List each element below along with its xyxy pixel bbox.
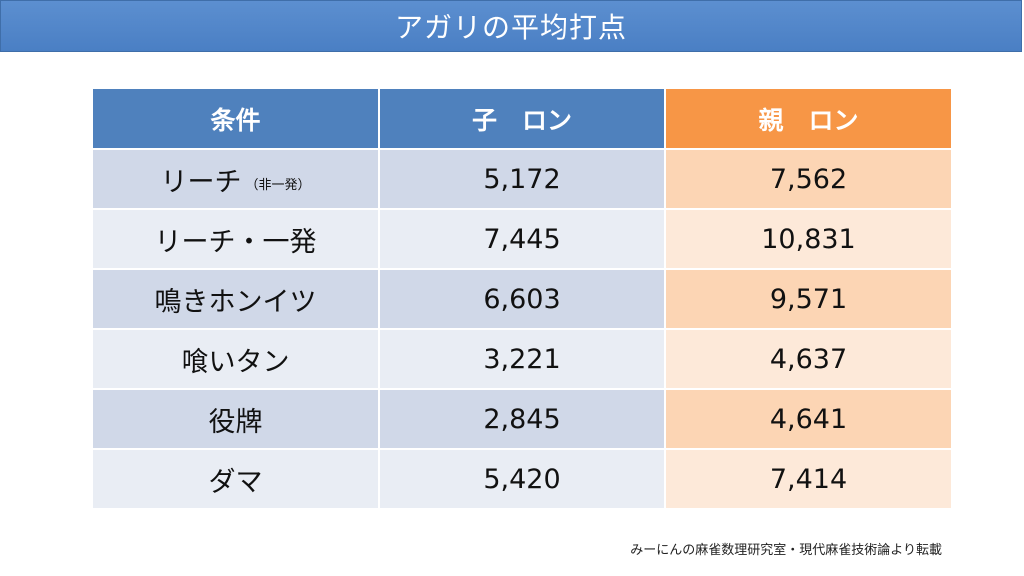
condition-label: 鳴きホンイツ: [154, 286, 317, 318]
table-row: リーチ （非一発） 5,172 7,562: [93, 148, 951, 209]
condition-label: 喰いタン: [181, 346, 290, 378]
condition-label: 役牌: [208, 406, 263, 438]
dealer-ron-cell: 7,414: [665, 448, 951, 508]
condition-cell: 喰いタン: [93, 328, 380, 389]
child-ron-cell: 5,420: [379, 448, 666, 508]
header-child-ron: 子 ロン: [379, 89, 666, 149]
dealer-ron-cell: 4,641: [665, 388, 951, 449]
header-condition: 条件: [93, 89, 380, 149]
dealer-ron-cell: 7,562: [665, 148, 951, 209]
slide-title: アガリの平均打点: [394, 11, 627, 44]
title-bar: アガリの平均打点: [0, 0, 1022, 52]
table-row: 鳴きホンイツ 6,603 9,571: [93, 268, 951, 329]
dealer-ron-cell: 10,831: [665, 208, 951, 269]
table-row: ダマ 5,420 7,414: [93, 448, 951, 508]
dealer-ron-cell: 4,637: [665, 328, 951, 389]
condition-label: ダマ: [208, 466, 263, 498]
table-row: 喰いタン 3,221 4,637: [93, 328, 951, 389]
header-dealer-ron: 親 ロン: [665, 89, 951, 149]
child-ron-cell: 7,445: [379, 208, 666, 269]
condition-cell: ダマ: [93, 448, 380, 508]
score-table: 条件 子 ロン 親 ロン リーチ （非一発） 5,172 7,562 リーチ・一発…: [93, 89, 951, 508]
condition-cell: リーチ・一発: [93, 208, 380, 269]
child-ron-cell: 5,172: [379, 148, 666, 209]
condition-cell: 鳴きホンイツ: [93, 268, 380, 329]
table-header-row: 条件 子 ロン 親 ロン: [93, 89, 951, 149]
table-row: リーチ・一発 7,445 10,831: [93, 208, 951, 269]
child-ron-cell: 2,845: [379, 388, 666, 449]
child-ron-cell: 3,221: [379, 328, 666, 389]
dealer-ron-cell: 9,571: [665, 268, 951, 329]
condition-label: リーチ・一発: [154, 226, 317, 258]
condition-cell: 役牌: [93, 388, 380, 449]
source-note: みーにんの麻雀数理研究室・現代麻雀技術論より転載: [630, 543, 942, 558]
condition-label: リーチ: [160, 166, 242, 198]
condition-note: （非一発）: [245, 177, 311, 193]
child-ron-cell: 6,603: [379, 268, 666, 329]
table-row: 役牌 2,845 4,641: [93, 388, 951, 449]
condition-cell: リーチ （非一発）: [93, 148, 380, 209]
